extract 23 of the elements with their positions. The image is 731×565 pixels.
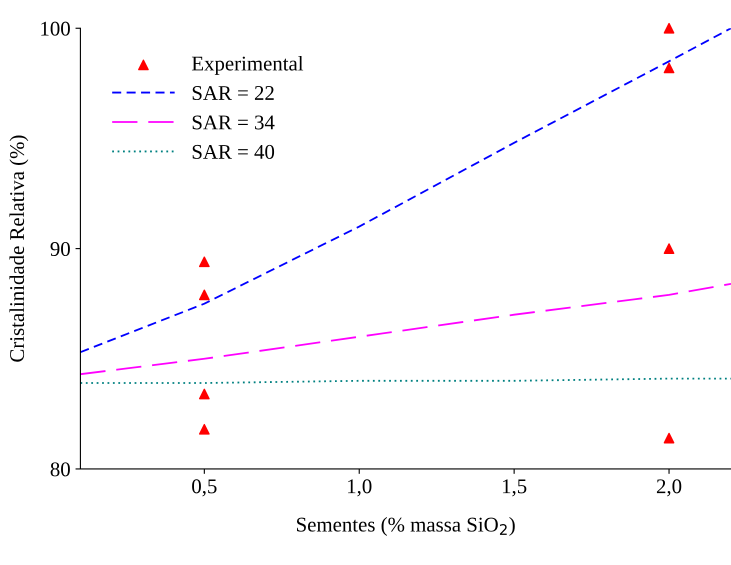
- line-series: [80, 282, 731, 376]
- point: [198, 290, 210, 300]
- x-tick-label: 1,5: [502, 479, 526, 496]
- x-tick-label: 2,0: [656, 479, 682, 496]
- x-tick-label: 0,5: [192, 479, 217, 496]
- line-series: [80, 28, 731, 354]
- y-axis-title: Cristalinidade Relativa (%): [9, 136, 28, 362]
- y-tick-label: 80: [50, 462, 70, 476]
- point: [198, 424, 210, 435]
- legend-label: SAR = 34: [192, 115, 275, 130]
- point: [198, 388, 210, 400]
- point: [664, 62, 674, 74]
- point: [664, 432, 674, 444]
- legend-label: Experimental: [192, 56, 304, 75]
- legend-label: SAR = 40: [192, 144, 274, 159]
- y-tick-label: 100: [41, 22, 70, 36]
- legend-label: SAR = 22: [192, 86, 274, 100]
- x-axis-title: Sementes (% massa SiO$_{2}$): [296, 517, 515, 536]
- point: [664, 22, 674, 34]
- point: [664, 243, 674, 254]
- point: [198, 256, 210, 268]
- x-tick-label: 1,0: [348, 479, 372, 496]
- y-tick-label: 90: [50, 242, 70, 256]
